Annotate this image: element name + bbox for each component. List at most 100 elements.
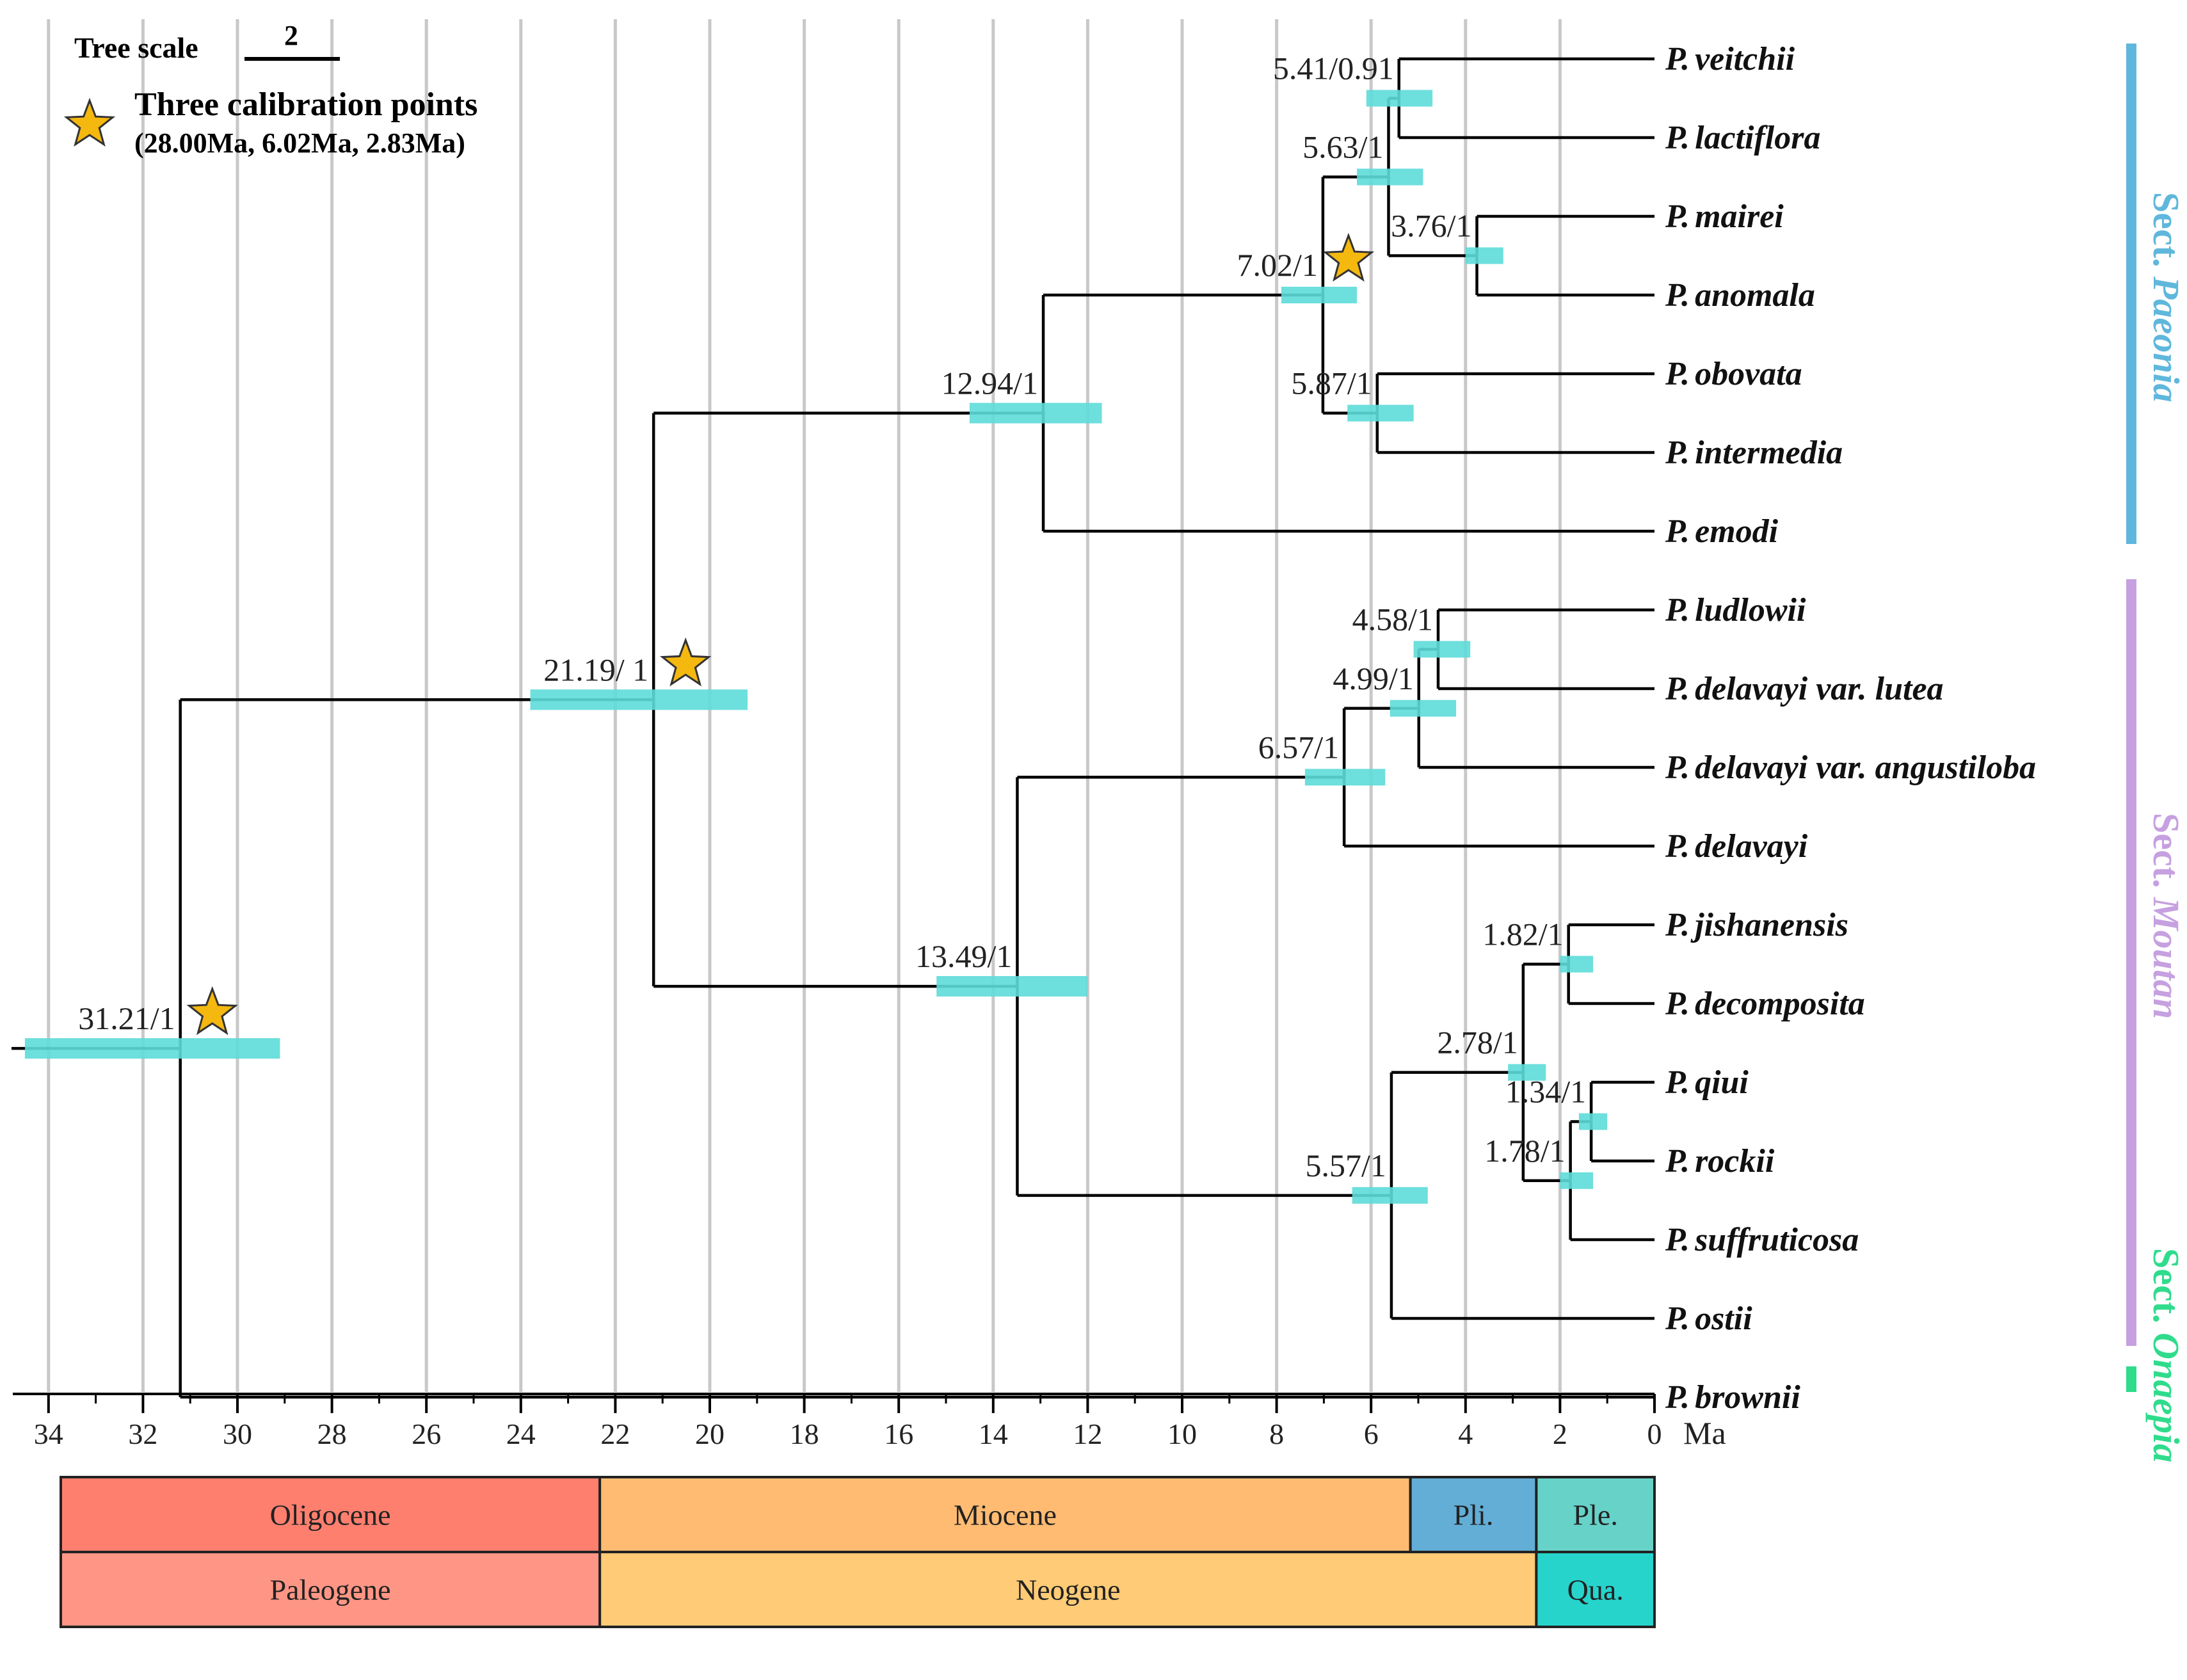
taxon-label: P. ludlowii (1665, 592, 1806, 628)
epoch-cell-label: Ple. (1573, 1499, 1618, 1532)
node-age-label: 31.21/1 (78, 1000, 175, 1036)
tree-scale-label: Tree scale (74, 31, 198, 64)
time-gridlines (47, 19, 1562, 1392)
taxon-label: P. anomala (1665, 277, 1815, 314)
hpd-bar (1304, 769, 1386, 786)
epoch-cell (60, 1476, 602, 1553)
axis-tick-label: 18 (790, 1418, 819, 1450)
axis-tick-label: 8 (1269, 1418, 1284, 1450)
node-age-label: 4.99/1 (1333, 660, 1413, 696)
period-cell (598, 1551, 1538, 1628)
hpd-bars (24, 90, 1608, 1204)
period-cell-label: Paleogene (270, 1574, 391, 1606)
hpd-bar (1560, 956, 1594, 973)
epoch-cell-label: Pli. (1454, 1499, 1494, 1532)
hpd-bar (1390, 700, 1457, 717)
hpd-bar (936, 976, 1088, 997)
axis-tick-label: 0 (1647, 1418, 1662, 1450)
section-label: Sect. Onaepia (2145, 1248, 2187, 1462)
axis-tick-label: 16 (884, 1418, 913, 1450)
period-cell-label: Neogene (1016, 1574, 1120, 1606)
taxon-label: P. decomposita (1665, 986, 1865, 1022)
hpd-bar (1347, 404, 1414, 422)
axis-tick-label: 12 (1073, 1418, 1102, 1450)
calibration-star-icon (186, 986, 238, 1036)
node-age-label: 21.19/ 1 (543, 652, 648, 687)
hpd-bar (969, 403, 1102, 424)
calibration-star-icon (659, 637, 712, 687)
hpd-bar (1578, 1113, 1608, 1130)
taxon-label: P. delavayi var. angustiloba (1665, 749, 2036, 786)
hpd-bar (1508, 1064, 1546, 1081)
node-age-label: 5.57/1 (1306, 1148, 1386, 1183)
node-age-label: 1.82/1 (1482, 916, 1563, 952)
epoch-cell (1409, 1476, 1538, 1553)
hpd-bar (1357, 168, 1423, 186)
time-axis: 34 32 30 28 26 24 22 20 18 16 14 12 10 8 6 4 2 0 Ma (13, 1393, 1726, 1451)
taxon-label: P. delavayi var. lutea (1665, 671, 1944, 707)
calibration-title: Three calibration points (134, 86, 477, 123)
hpd-bar (1413, 641, 1471, 658)
taxon-label: P. suffruticosa (1665, 1222, 1859, 1258)
node-age-label: 5.63/1 (1302, 129, 1383, 165)
axis-tick-label: 34 (34, 1418, 63, 1450)
section-label: Sect. Moutan (2145, 813, 2187, 1019)
axis-tick-label: 6 (1364, 1418, 1379, 1450)
epoch-cell-label: Miocene (954, 1499, 1057, 1532)
calibration-star-icon (1322, 232, 1375, 282)
taxon-label: P. brownii (1665, 1379, 1800, 1416)
taxon-label: P. lactiflora (1665, 120, 1820, 156)
node-age-label: 2.78/1 (1437, 1025, 1518, 1060)
axis-tick-label: 14 (979, 1418, 1008, 1450)
axis-tick-label: 28 (317, 1418, 347, 1450)
axis-tick-label: 4 (1458, 1418, 1473, 1450)
taxon-label: P. obovata (1665, 356, 1802, 392)
taxon-label: P. jishanensis (1665, 907, 1848, 943)
node-age-label: 1.78/1 (1484, 1133, 1565, 1169)
node-age-labels: 31.21/1 21.19/ 1 12.94/1 7.02/1 5.63/1 5.41/0… (78, 51, 1586, 1183)
legend: Tree scale 2 Three calibration points (2… (63, 20, 477, 159)
axis-tick-label: 32 (128, 1418, 157, 1450)
axis-tick-label: 10 (1167, 1418, 1197, 1450)
axis-tick-label: 22 (600, 1418, 630, 1450)
axis-tick-label: 26 (412, 1418, 441, 1450)
node-age-label: 7.02/1 (1237, 247, 1318, 283)
tree-scale-value: 2 (284, 20, 298, 51)
section-bars: Sect. Paeonia Sect. Moutan Sect. Onaepia (2126, 44, 2187, 1462)
taxon-label: P. ostii (1665, 1300, 1752, 1337)
node-age-label: 3.76/1 (1391, 208, 1471, 244)
node-age-label: 4.58/1 (1352, 602, 1433, 637)
period-cell (1535, 1551, 1656, 1628)
hpd-bar (1366, 90, 1433, 107)
taxon-label: P. veitchii (1665, 41, 1795, 77)
taxon-label: P. delavayi (1665, 828, 1808, 865)
taxon-label: P. qiui (1665, 1064, 1749, 1101)
taxon-label: P. emodi (1665, 513, 1779, 550)
hpd-bar (24, 1038, 280, 1059)
node-age-label: 1.34/1 (1505, 1074, 1586, 1110)
hpd-bar (1352, 1187, 1428, 1204)
axis-tick-label: 24 (506, 1418, 536, 1450)
taxon-label: P. mairei (1665, 198, 1784, 235)
period-cell-label: Qua. (1567, 1574, 1624, 1606)
axis-tick-label: 30 (223, 1418, 252, 1450)
node-age-label: 5.41/0.91 (1273, 51, 1394, 86)
calibration-detail: (28.00Ma, 6.02Ma, 2.83Ma) (134, 127, 465, 159)
geologic-timescale: Oligocene Miocene Pli. Ple. Paleogene Neogene… (60, 1476, 1656, 1628)
hpd-bar (530, 689, 748, 710)
hpd-bar (1281, 287, 1358, 303)
node-age-label: 6.57/1 (1258, 729, 1339, 765)
star-icon (63, 97, 116, 147)
taxon-labels: P. veitchii P. lactiflora P. mairei P. anomala P… (1665, 41, 2036, 1416)
taxon-label: P. intermedia (1665, 435, 1843, 471)
section-label: Sect. Paeonia (2145, 192, 2187, 403)
axis-tick-label: 20 (695, 1418, 725, 1450)
epoch-cell-label: Oligocene (270, 1499, 391, 1532)
hpd-bar (1560, 1172, 1594, 1189)
node-age-label: 12.94/1 (941, 365, 1038, 401)
axis-tick-label: 2 (1553, 1418, 1567, 1450)
node-age-label: 13.49/1 (915, 938, 1012, 974)
taxon-label: P. rockii (1665, 1143, 1775, 1180)
node-age-label: 5.87/1 (1291, 365, 1372, 401)
